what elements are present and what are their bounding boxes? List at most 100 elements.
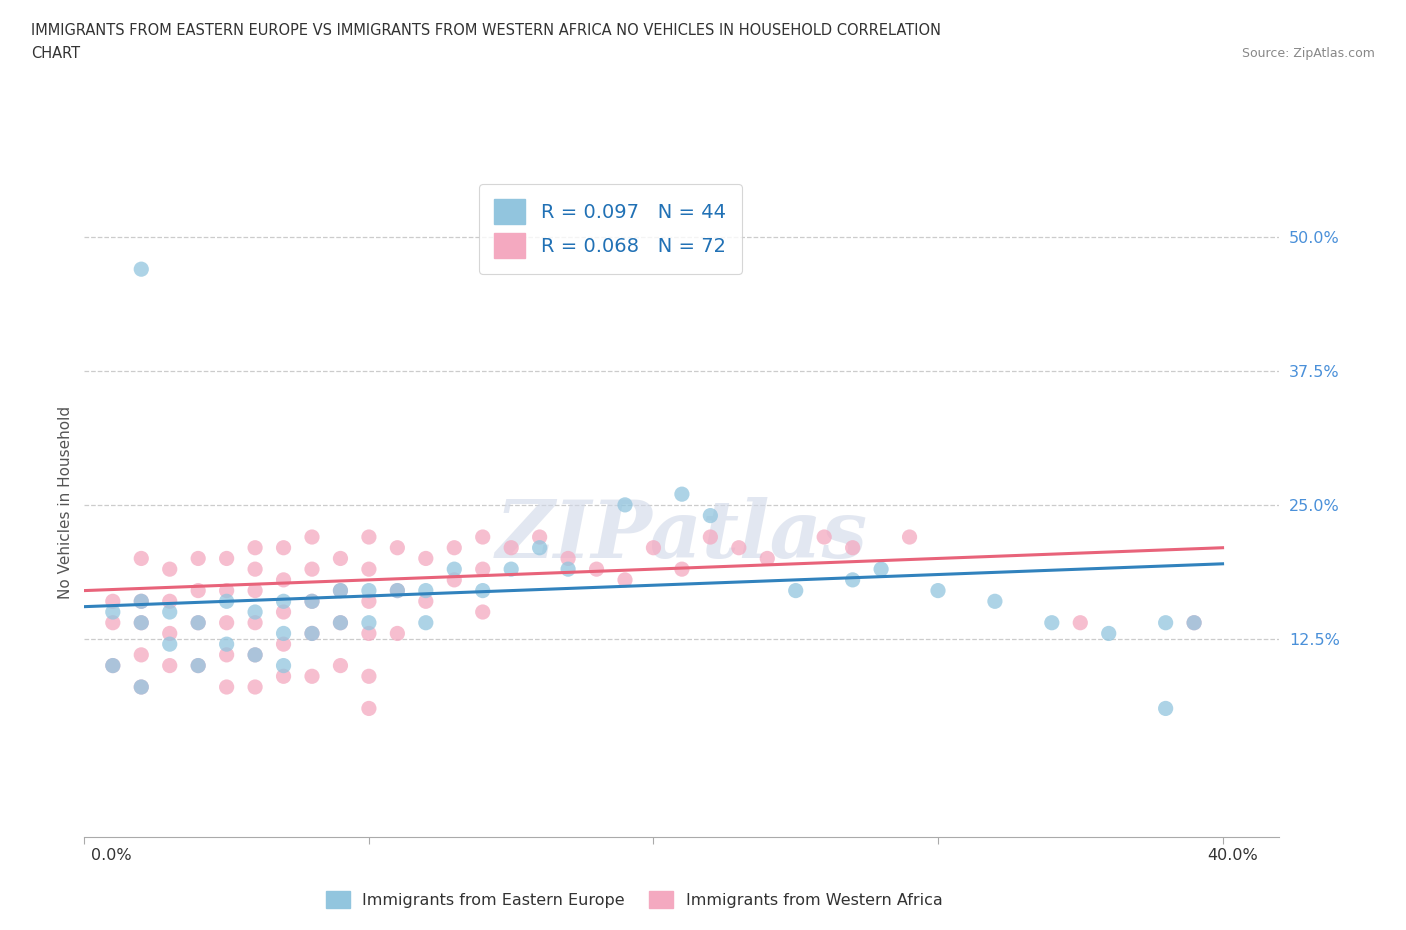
- Point: [841, 573, 863, 588]
- Text: Source: ZipAtlas.com: Source: ZipAtlas.com: [1241, 46, 1375, 60]
- Point: [301, 594, 323, 609]
- Point: [387, 540, 409, 555]
- Point: [529, 529, 551, 544]
- Point: [301, 669, 323, 684]
- Point: [927, 583, 949, 598]
- Point: [329, 551, 352, 565]
- Text: 40.0%: 40.0%: [1208, 848, 1258, 863]
- Point: [471, 562, 494, 577]
- Point: [243, 540, 266, 555]
- Point: [329, 583, 352, 598]
- Point: [1098, 626, 1121, 641]
- Point: [984, 594, 1007, 609]
- Point: [273, 669, 295, 684]
- Y-axis label: No Vehicles in Household: No Vehicles in Household: [58, 405, 73, 599]
- Point: [471, 604, 494, 619]
- Legend: Immigrants from Eastern Europe, Immigrants from Western Africa: Immigrants from Eastern Europe, Immigran…: [318, 883, 950, 916]
- Point: [129, 616, 152, 631]
- Point: [443, 573, 465, 588]
- Point: [329, 583, 352, 598]
- Point: [243, 647, 266, 662]
- Point: [215, 647, 238, 662]
- Text: IMMIGRANTS FROM EASTERN EUROPE VS IMMIGRANTS FROM WESTERN AFRICA NO VEHICLES IN : IMMIGRANTS FROM EASTERN EUROPE VS IMMIGR…: [31, 23, 941, 38]
- Point: [329, 616, 352, 631]
- Point: [187, 583, 209, 598]
- Point: [671, 562, 693, 577]
- Point: [301, 529, 323, 544]
- Point: [699, 508, 721, 523]
- Point: [415, 583, 437, 598]
- Point: [643, 540, 665, 555]
- Point: [785, 583, 807, 598]
- Point: [187, 658, 209, 673]
- Point: [273, 540, 295, 555]
- Point: [215, 637, 238, 652]
- Point: [273, 573, 295, 588]
- Point: [243, 647, 266, 662]
- Point: [1154, 616, 1177, 631]
- Point: [101, 594, 124, 609]
- Point: [101, 604, 124, 619]
- Point: [898, 529, 921, 544]
- Point: [301, 562, 323, 577]
- Point: [159, 604, 181, 619]
- Point: [187, 616, 209, 631]
- Point: [215, 680, 238, 695]
- Point: [243, 562, 266, 577]
- Point: [129, 616, 152, 631]
- Point: [1154, 701, 1177, 716]
- Point: [841, 540, 863, 555]
- Point: [614, 498, 637, 512]
- Point: [727, 540, 749, 555]
- Point: [243, 616, 266, 631]
- Point: [699, 529, 721, 544]
- Point: [129, 594, 152, 609]
- Point: [329, 658, 352, 673]
- Point: [557, 562, 579, 577]
- Point: [187, 551, 209, 565]
- Point: [471, 583, 494, 598]
- Point: [243, 604, 266, 619]
- Point: [415, 594, 437, 609]
- Point: [215, 551, 238, 565]
- Point: [159, 562, 181, 577]
- Point: [357, 594, 380, 609]
- Point: [671, 486, 693, 501]
- Point: [273, 626, 295, 641]
- Point: [215, 594, 238, 609]
- Point: [357, 669, 380, 684]
- Point: [1182, 616, 1205, 631]
- Point: [1069, 616, 1091, 631]
- Point: [557, 551, 579, 565]
- Point: [357, 562, 380, 577]
- Point: [443, 562, 465, 577]
- Point: [415, 551, 437, 565]
- Point: [329, 616, 352, 631]
- Point: [357, 529, 380, 544]
- Point: [585, 562, 607, 577]
- Point: [614, 573, 637, 588]
- Point: [101, 658, 124, 673]
- Point: [1040, 616, 1063, 631]
- Point: [159, 594, 181, 609]
- Point: [357, 583, 380, 598]
- Point: [273, 658, 295, 673]
- Point: [129, 261, 152, 276]
- Point: [215, 583, 238, 598]
- Point: [529, 540, 551, 555]
- Point: [301, 626, 323, 641]
- Point: [129, 594, 152, 609]
- Text: ZIPatlas: ZIPatlas: [496, 497, 868, 575]
- Point: [243, 680, 266, 695]
- Point: [387, 626, 409, 641]
- Point: [501, 540, 523, 555]
- Point: [813, 529, 835, 544]
- Point: [159, 637, 181, 652]
- Point: [129, 680, 152, 695]
- Point: [187, 658, 209, 673]
- Text: CHART: CHART: [31, 46, 80, 61]
- Point: [243, 583, 266, 598]
- Point: [357, 616, 380, 631]
- Point: [129, 680, 152, 695]
- Point: [101, 616, 124, 631]
